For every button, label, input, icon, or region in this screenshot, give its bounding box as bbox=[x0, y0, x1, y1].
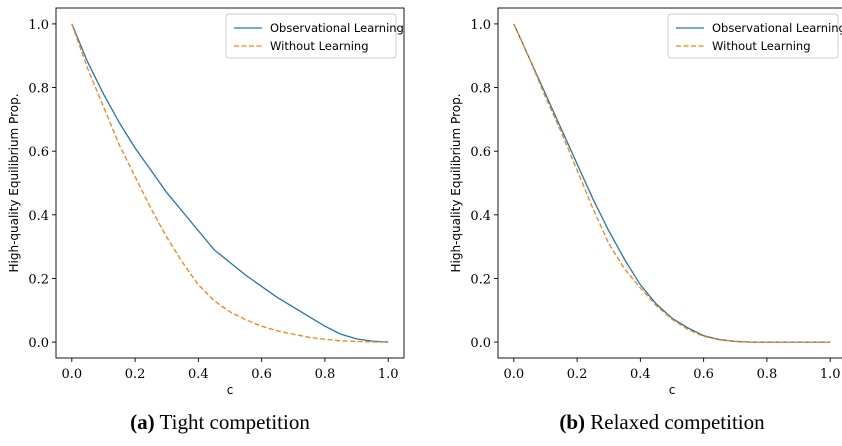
x-tick-label: 0.6 bbox=[251, 367, 272, 382]
series-line-observational-learning bbox=[513, 23, 831, 343]
caption-a: (a) Tight competition bbox=[40, 402, 400, 442]
x-tick-label: 0.0 bbox=[503, 367, 524, 382]
x-tick-label: 0.8 bbox=[757, 367, 778, 382]
y-tick-label: 0.2 bbox=[470, 272, 491, 287]
x-tick-label: 1.0 bbox=[378, 367, 399, 382]
x-axis-label: c bbox=[669, 383, 676, 397]
x-tick-label: 0.4 bbox=[630, 367, 651, 382]
legend-label: Without Learning bbox=[270, 39, 369, 53]
y-tick-label: 0.0 bbox=[470, 336, 491, 351]
x-tick-label: 0.2 bbox=[125, 367, 146, 382]
x-tick-label: 1.0 bbox=[820, 367, 841, 382]
y-tick-label: 0.4 bbox=[28, 209, 49, 224]
caption-b: (b) Relaxed competition bbox=[482, 402, 842, 442]
x-tick-label: 0.0 bbox=[61, 367, 82, 382]
plot-frame bbox=[55, 7, 405, 359]
y-axis-label: High-quality Equilibrium Prop. bbox=[7, 93, 21, 272]
legend-label: Without Learning bbox=[712, 39, 811, 53]
x-tick-label: 0.8 bbox=[315, 367, 336, 382]
series-line-without-learning bbox=[513, 23, 831, 343]
x-tick-label: 0.4 bbox=[188, 367, 209, 382]
y-tick-label: 1.0 bbox=[470, 18, 491, 33]
y-tick-label: 0.2 bbox=[28, 272, 49, 287]
y-tick-label: 0.6 bbox=[28, 145, 49, 160]
x-tick-label: 0.2 bbox=[567, 367, 588, 382]
y-tick-label: 0.8 bbox=[470, 82, 491, 97]
legend-box bbox=[667, 13, 839, 59]
y-tick-label: 0.8 bbox=[28, 82, 49, 97]
y-axis-label: High-quality Equilibrium Prop. bbox=[449, 93, 463, 272]
plot-frame bbox=[497, 7, 842, 359]
caption-a-tag: (a) bbox=[130, 410, 155, 434]
caption-a-text: Tight competition bbox=[159, 410, 310, 434]
y-tick-label: 0.6 bbox=[470, 145, 491, 160]
legend-label: Observational Learning bbox=[712, 21, 842, 35]
panel-relaxed-competition: 0.0 0.2 0.4 0.6 0.8 1.0 0.0 0.2 0.4 0.6 0.8 1.0 c Hig… bbox=[449, 7, 842, 397]
caption-b-tag: (b) bbox=[559, 410, 586, 434]
legend-label: Observational Learning bbox=[270, 21, 404, 35]
series-line-without-learning bbox=[71, 23, 389, 343]
panel-tight-competition: 0.0 0.2 0.4 0.6 0.8 1.0 0.0 0.2 0.4 0.6 0.8 1.0 c Hig… bbox=[7, 7, 405, 397]
legend-box bbox=[225, 13, 397, 59]
y-tick-label: 0.0 bbox=[28, 336, 49, 351]
y-tick-label: 0.4 bbox=[470, 209, 491, 224]
series-line-observational-learning bbox=[71, 23, 389, 343]
x-axis-label: c bbox=[227, 383, 234, 397]
x-tick-label: 0.6 bbox=[693, 367, 714, 382]
y-tick-label: 1.0 bbox=[28, 18, 49, 33]
caption-b-text: Relaxed competition bbox=[590, 410, 765, 434]
